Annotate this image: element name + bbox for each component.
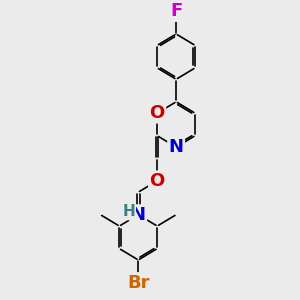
Text: O: O xyxy=(150,172,165,190)
Text: N: N xyxy=(169,138,184,156)
Text: O: O xyxy=(150,104,165,122)
Text: F: F xyxy=(170,2,182,20)
Text: N: N xyxy=(131,206,146,224)
Text: Br: Br xyxy=(127,274,149,292)
Text: H: H xyxy=(122,205,135,220)
